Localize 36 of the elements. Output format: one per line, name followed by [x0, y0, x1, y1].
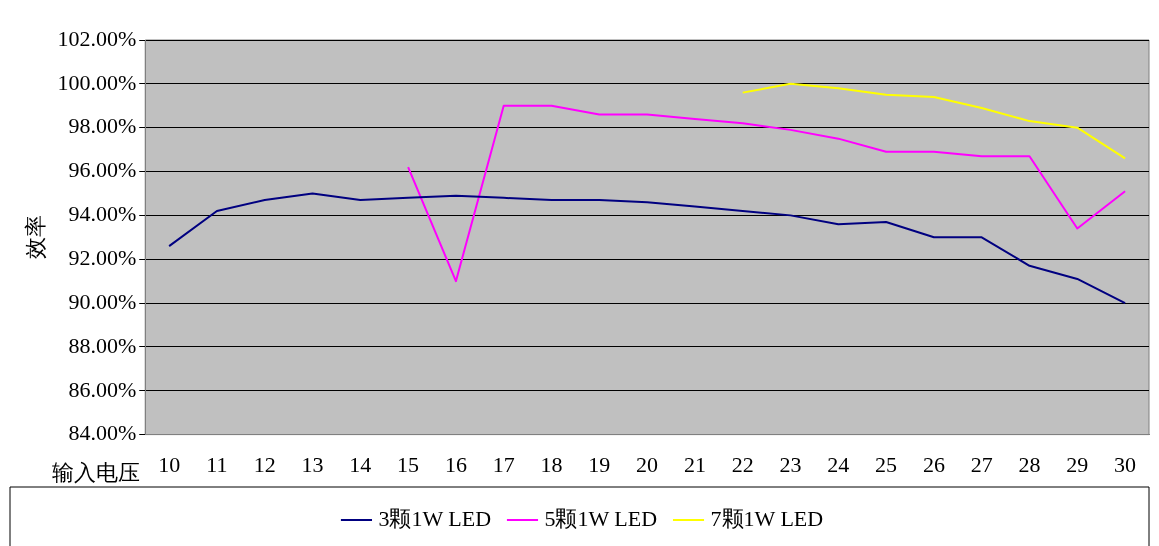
y-tick-label: 96.00% [68, 157, 137, 183]
y-tick-label: 100.00% [57, 69, 137, 95]
y-tick-label: 86.00% [68, 376, 137, 402]
y-tick-label: 92.00% [68, 245, 137, 270]
legend-label: 5颗1W LED [544, 505, 658, 531]
x-tick-label: 23 [779, 451, 802, 477]
x-tick-label: 19 [588, 451, 611, 477]
y-axis-title: 效率 [22, 215, 48, 260]
x-tick-label: 22 [731, 451, 754, 477]
y-tick-label: 90.00% [68, 288, 137, 314]
x-tick-label: 29 [1066, 451, 1089, 477]
y-tick-label: 102.00% [57, 25, 137, 51]
x-tick-label: 20 [636, 451, 659, 477]
x-tick-label: 25 [875, 451, 898, 477]
x-tick-label: 21 [683, 451, 706, 477]
legend-label: 3颗1W LED [378, 505, 492, 531]
x-tick-label: 14 [349, 451, 372, 477]
x-tick-label: 24 [827, 451, 850, 477]
x-tick-label: 15 [397, 451, 420, 477]
y-tick-label: 94.00% [68, 201, 137, 227]
x-tick-label: 26 [922, 451, 945, 477]
x-tick-label: 27 [970, 451, 993, 477]
y-tick-label: 88.00% [68, 332, 137, 358]
y-tick-label: 84.00% [68, 420, 137, 446]
x-tick-label: 11 [206, 451, 228, 477]
legend-label: 7颗1W LED [710, 505, 824, 531]
x-axis-title: 输入电压 [52, 460, 141, 486]
x-tick-label: 17 [492, 451, 515, 477]
x-tick-label: 10 [158, 451, 181, 477]
x-tick-label: 30 [1114, 451, 1137, 477]
x-tick-label: 12 [253, 451, 276, 477]
y-tick-label: 98.00% [68, 113, 137, 139]
x-tick-label: 16 [444, 451, 467, 477]
x-tick-label: 28 [1018, 451, 1041, 477]
x-tick-label: 13 [301, 451, 324, 477]
x-tick-label: 18 [540, 451, 563, 477]
